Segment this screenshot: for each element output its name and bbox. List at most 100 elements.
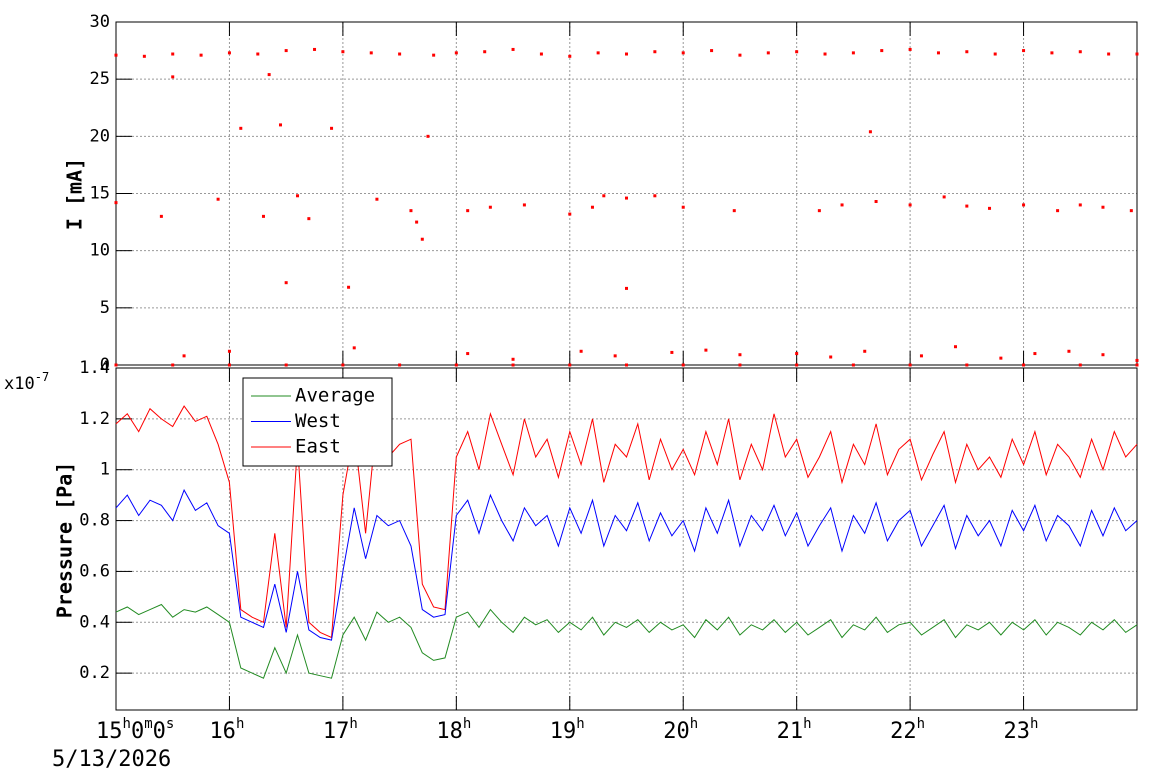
point [840,203,844,207]
point [653,194,657,198]
point [296,194,300,198]
point [1135,363,1139,367]
point [341,50,345,54]
point [965,204,969,208]
point [851,51,855,55]
label-part: h [1030,716,1038,732]
point [256,52,260,56]
point [432,53,436,57]
point [795,50,799,54]
y-tick-label: 25 [90,69,110,89]
y-tick-label: 20 [90,126,110,146]
point [795,352,799,356]
label-part: h [690,716,698,732]
point [1078,203,1082,207]
y-axis-title: I [mA] [63,158,87,230]
point [227,349,231,353]
point [1067,349,1071,353]
point [466,209,470,213]
label-part: h [576,716,584,732]
y-tick-label: 0.2 [79,663,110,683]
point [1022,49,1026,53]
x-tick-label: 15h0m0s [96,716,174,744]
point [738,53,742,57]
point [579,349,583,353]
point [278,123,282,127]
point [483,50,487,54]
point [171,363,175,367]
point [908,363,912,367]
label-part: 0 [131,719,144,744]
label-part: s [166,716,174,732]
y-tick-label: 0.8 [79,511,110,531]
point [307,217,311,221]
point [352,346,356,350]
label-part: h [123,716,131,732]
point [1101,205,1105,209]
point [590,205,594,209]
legend-label: Average [295,385,375,407]
point [653,50,657,54]
point [409,209,413,213]
point [965,50,969,54]
legend-label: West [295,410,341,432]
x-tick-label: 23h [1004,716,1039,744]
label-part: 20 [663,719,690,744]
point [522,203,526,207]
label-part: h [236,716,244,732]
point [398,52,402,56]
point [284,281,288,285]
y-tick-label: 15 [90,184,110,204]
point [568,363,572,367]
point [511,47,515,51]
point [313,47,317,51]
y-tick-label: 0 [100,355,110,375]
label-part: m [144,716,152,732]
point [596,51,600,55]
point [908,203,912,207]
point [568,212,572,216]
point [1107,52,1111,56]
label-part: 21 [777,719,804,744]
point [171,75,175,79]
point [142,54,146,58]
point [766,51,770,55]
point [347,285,351,289]
point [738,363,742,367]
point [539,52,543,56]
point [466,352,470,356]
point [284,49,288,53]
point [613,354,617,358]
point [369,51,373,55]
multiplier-power: -7 [35,370,49,384]
point [1022,363,1026,367]
point [239,126,243,130]
point [330,126,334,130]
point [1022,203,1026,207]
point [261,214,265,218]
x-tick-label: 17h [323,716,358,744]
point [114,53,118,57]
point [1135,358,1139,362]
point [267,73,271,77]
point [511,357,515,361]
point [795,363,799,367]
point [625,196,628,200]
label-part: 19 [550,719,577,744]
point [625,52,628,56]
point [681,205,685,209]
point [1033,352,1037,356]
point [227,363,231,367]
point [681,51,685,55]
label-part: 16 [209,719,236,744]
point [625,286,628,290]
label-part: h [917,716,925,732]
point [568,54,572,58]
point [227,51,231,55]
y-tick-label: 1.2 [79,409,110,429]
point [1129,209,1133,213]
point [216,197,220,201]
point [159,214,163,218]
point [1050,51,1054,55]
